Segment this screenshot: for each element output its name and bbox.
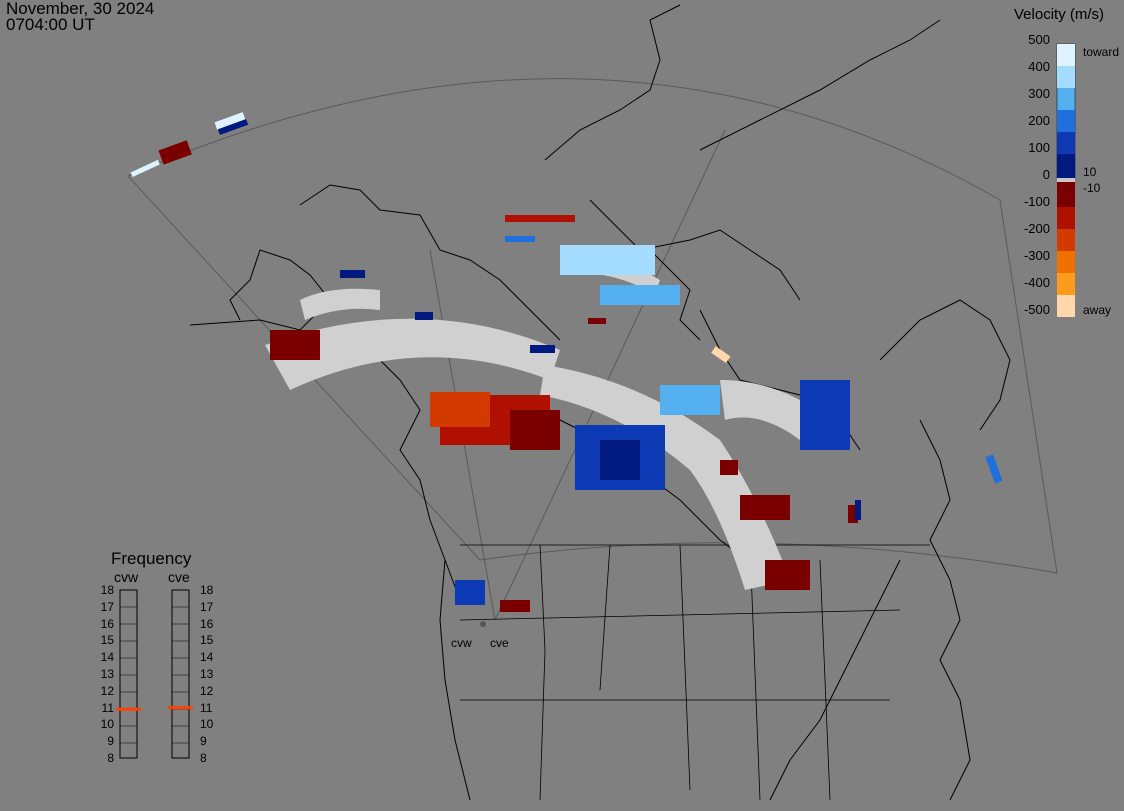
- frequency-label-left: 13: [100, 667, 114, 681]
- radar-name-cvw: cvw: [114, 569, 139, 585]
- away-max-gate: [711, 346, 731, 364]
- frequency-label-left: 12: [100, 683, 114, 698]
- colorbar-tick-label: -500: [1023, 302, 1050, 317]
- frequency-label-right: 9: [200, 734, 207, 749]
- colorbar-tick-label: 400: [1028, 59, 1050, 74]
- site-label-cvw: cvw: [451, 636, 472, 650]
- frequency-label-left: 10: [100, 717, 114, 732]
- frequency-label-left: 8: [107, 751, 114, 765]
- frequency-label-left: 14: [100, 650, 114, 665]
- frequency-label-right: 13: [200, 667, 214, 681]
- frequency-label-right: 16: [200, 616, 214, 631]
- frequency-label-right: 10: [200, 717, 214, 732]
- frequency-label-right: 14: [200, 650, 214, 665]
- colorbar-toward-label: toward: [1083, 45, 1120, 59]
- frequency-boxes: [119, 589, 190, 759]
- frequency-title: Frequency: [111, 549, 192, 568]
- colorbar-tick-label: 300: [1028, 86, 1050, 101]
- fov-outline: [127, 78, 1058, 621]
- away-velocity-gates: [158, 140, 858, 612]
- colorbar-tick-label: 0: [1042, 167, 1050, 182]
- frequency-label-left: 17: [100, 599, 114, 614]
- time-label: 0704:00 UT: [6, 15, 95, 34]
- frequency-label-right: 17: [200, 599, 214, 614]
- frequency-label-left: 16: [100, 616, 114, 631]
- frequency-label-left: 9: [107, 734, 114, 749]
- colorbar-tick-label: 200: [1028, 113, 1050, 128]
- frequency-label-left: 18: [100, 583, 114, 597]
- frequency-label-right: 18: [200, 583, 214, 597]
- colorbar-tick-label: 100: [1028, 140, 1050, 155]
- date-label: November, 30 2024: [6, 0, 155, 18]
- colorbar-neg-min-label: -10: [1083, 181, 1101, 195]
- site-label-cve: cve: [490, 636, 509, 650]
- colorbar-tick-label: -100: [1023, 194, 1050, 209]
- frequency-label-left: 15: [100, 633, 114, 648]
- frequency-label-right: 11: [200, 700, 213, 715]
- radar-site-marker: [480, 621, 486, 627]
- frequency-gridlines: [120, 606, 189, 744]
- frequency-label-right: 15: [200, 633, 214, 648]
- radar-name-cve: cve: [168, 569, 190, 585]
- colorbar-tick-label: -400: [1023, 275, 1050, 290]
- toward-velocity-gates: [130, 112, 1003, 605]
- colorbar-tick-label: -300: [1023, 248, 1050, 263]
- colorbar: [1056, 43, 1076, 317]
- state-borders: [459, 544, 930, 801]
- colorbar-tick-label: 500: [1028, 32, 1050, 47]
- colorbar-tick-label: -200: [1023, 221, 1050, 236]
- colorbar-away-label: away: [1083, 303, 1112, 317]
- colorbar-title: Velocity (m/s): [1014, 6, 1105, 23]
- frequency-markers: [116, 706, 193, 711]
- frequency-label-right: 12: [200, 683, 214, 698]
- frequency-label-right: 8: [200, 751, 207, 765]
- frequency-label-left: 11: [101, 700, 114, 715]
- colorbar-pos-min-label: 10: [1083, 165, 1097, 179]
